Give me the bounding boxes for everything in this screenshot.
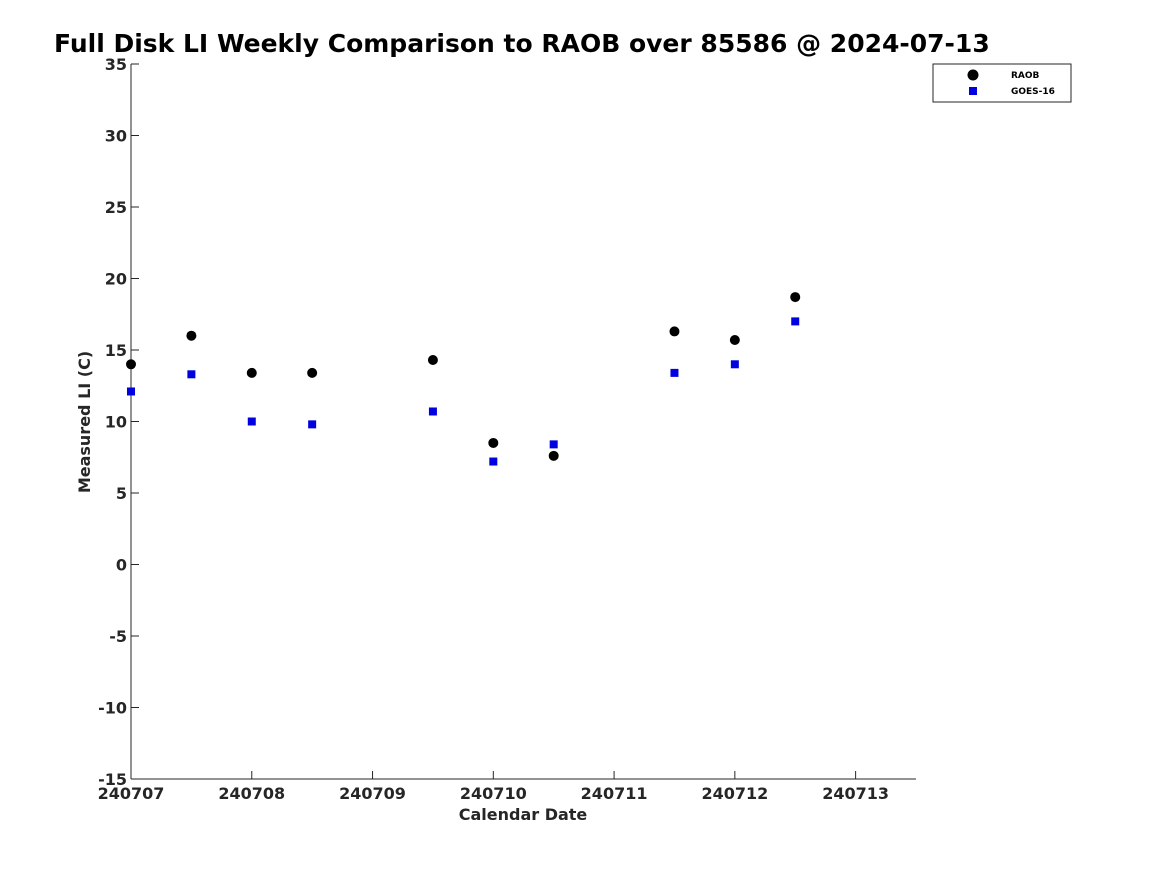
x-tick-label: 240708: [218, 784, 285, 803]
legend-box: [932, 63, 1072, 103]
raob-point: [548, 450, 559, 461]
y-ticks: -15 -10 -5 0 5 10 15 20 25 30 35: [98, 55, 139, 789]
x-axis-label: Calendar Date: [459, 805, 588, 824]
y-tick-label: -15: [98, 770, 127, 789]
y-axis-label: Measured LI (C): [75, 351, 94, 493]
raob-point: [126, 359, 136, 370]
y-tick-label: 10: [105, 413, 127, 432]
x-tick-label: 240711: [581, 784, 648, 803]
legend-marker-raob: [967, 69, 979, 81]
goes16-point: [670, 368, 679, 377]
y-tick-label: 20: [105, 270, 127, 289]
goes16-point: [549, 440, 558, 449]
data-points: [126, 292, 801, 466]
raob-point: [488, 437, 499, 448]
x-tick-label: 240710: [460, 784, 527, 803]
y-tick-label: 0: [116, 556, 127, 575]
goes16-point: [127, 387, 135, 396]
y-tick-label: 35: [105, 55, 127, 74]
raob-point: [186, 330, 197, 341]
x-tick-label: 240712: [701, 784, 768, 803]
y-tick-label: -5: [109, 627, 127, 646]
y-tick-label: -10: [98, 699, 127, 718]
goes16-point: [247, 417, 256, 426]
legend-label-goes16: GOES-16: [1011, 87, 1055, 97]
y-tick-label: 15: [105, 341, 127, 360]
goes16-point: [187, 370, 196, 379]
x-tick-label: 240713: [822, 784, 889, 803]
raob-point: [790, 292, 801, 303]
y-tick-label: 25: [105, 198, 127, 217]
raob-point: [669, 326, 680, 337]
x-tick-label: 240709: [339, 784, 406, 803]
chart-title: Full Disk LI Weekly Comparison to RAOB o…: [54, 29, 990, 58]
x-tick-label: 240707: [98, 784, 165, 803]
legend: RAOB GOES-16: [932, 63, 1072, 103]
goes16-point: [730, 360, 739, 369]
goes16-point: [308, 420, 317, 429]
raob-point: [307, 367, 318, 378]
legend-marker-goes16: [969, 87, 977, 95]
goes16-point: [791, 317, 800, 326]
raob-point: [427, 355, 438, 366]
raob-point: [246, 367, 257, 378]
raob-point: [729, 334, 740, 345]
y-tick-label: 30: [105, 127, 127, 146]
y-tick-label: 5: [116, 484, 127, 503]
x-ticks: 240707 240708 240709 240710 240711 240712 2407…: [98, 771, 889, 803]
goes16-point: [428, 407, 437, 416]
legend-label-raob: RAOB: [1011, 71, 1040, 81]
goes16-point: [489, 457, 498, 466]
